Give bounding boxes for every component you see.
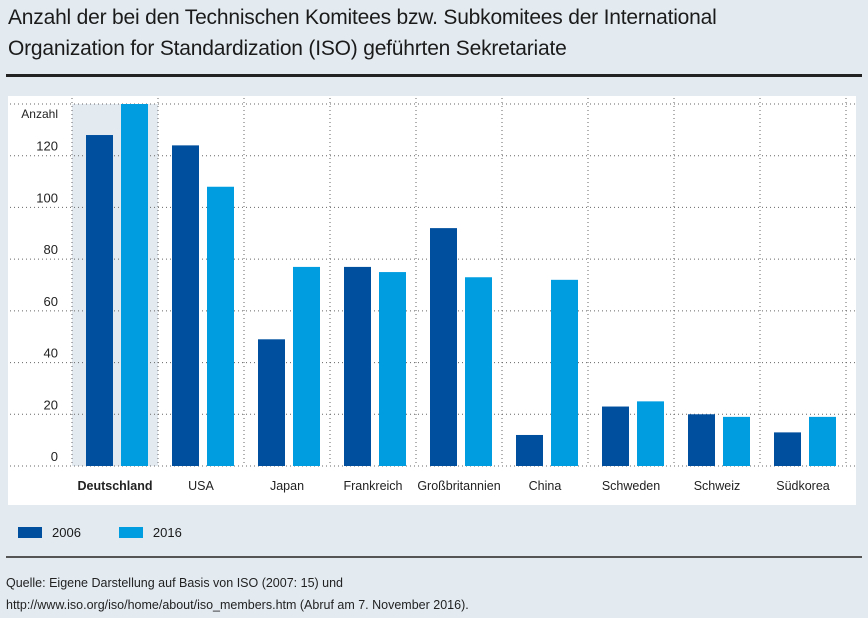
- bar-2006: [602, 406, 629, 466]
- top-rule: [6, 74, 862, 77]
- x-tick-label: Deutschland: [77, 479, 152, 493]
- y-axis-label: Anzahl: [21, 107, 58, 121]
- chart-title-line-1: Anzahl der bei den Technischen Komitees …: [8, 6, 717, 29]
- bottom-rule: [6, 556, 862, 558]
- x-tick-label: Frankreich: [343, 479, 402, 493]
- legend-swatch-2006: [18, 527, 42, 538]
- bar-2016: [551, 279, 578, 466]
- bar-2006: [344, 266, 371, 466]
- x-tick-label: USA: [188, 479, 214, 493]
- bar-2006: [516, 434, 543, 466]
- legend-item-2016: 2016: [118, 525, 182, 540]
- legend-label-2016: 2016: [152, 525, 182, 540]
- y-tick-label: 80: [44, 242, 58, 257]
- source-line-1: Quelle: Eigene Darstellung auf Basis von…: [6, 576, 344, 590]
- bar-2016: [293, 266, 320, 466]
- bar-2016: [379, 272, 406, 466]
- legend: 2006 2016: [18, 525, 220, 540]
- x-tick-label: Japan: [270, 479, 304, 493]
- bar-2006: [86, 135, 113, 466]
- y-tick-label: 60: [44, 294, 58, 309]
- y-tick-label: 100: [36, 190, 58, 205]
- x-tick-label: China: [529, 479, 562, 493]
- y-tick-label: 0: [51, 449, 58, 464]
- bar-2016: [465, 277, 492, 466]
- legend-item-2006: 2006: [18, 525, 81, 540]
- bar-2016: [121, 104, 148, 466]
- source-line-2: http://www.iso.org/iso/home/about/iso_me…: [6, 598, 469, 612]
- bar-2016: [809, 416, 836, 466]
- y-tick-label: 120: [36, 139, 58, 154]
- source-note: Quelle: Eigene Darstellung auf Basis von…: [6, 572, 469, 616]
- bar-2016: [637, 401, 664, 466]
- bar-2016: [723, 416, 750, 466]
- x-tick-label: Großbritannien: [417, 479, 500, 493]
- x-tick-label: Schweiz: [694, 479, 741, 493]
- chart-title: Anzahl der bei den Technischen Komitees …: [8, 2, 858, 64]
- y-tick-label: 20: [44, 397, 58, 412]
- x-tick-label: Schweden: [602, 479, 660, 493]
- bar-2006: [774, 432, 801, 466]
- bar-2016: [207, 186, 234, 466]
- bar-2006: [258, 339, 285, 466]
- x-tick-label: Südkorea: [776, 479, 830, 493]
- chart-title-line-2: Organization for Standardization (ISO) g…: [8, 37, 567, 60]
- legend-swatch-2016: [118, 527, 143, 538]
- bar-2006: [430, 228, 457, 466]
- bar-2006: [172, 145, 199, 466]
- y-tick-label: 40: [44, 346, 58, 361]
- bar-2006: [688, 414, 715, 466]
- legend-label-2006: 2006: [52, 525, 81, 540]
